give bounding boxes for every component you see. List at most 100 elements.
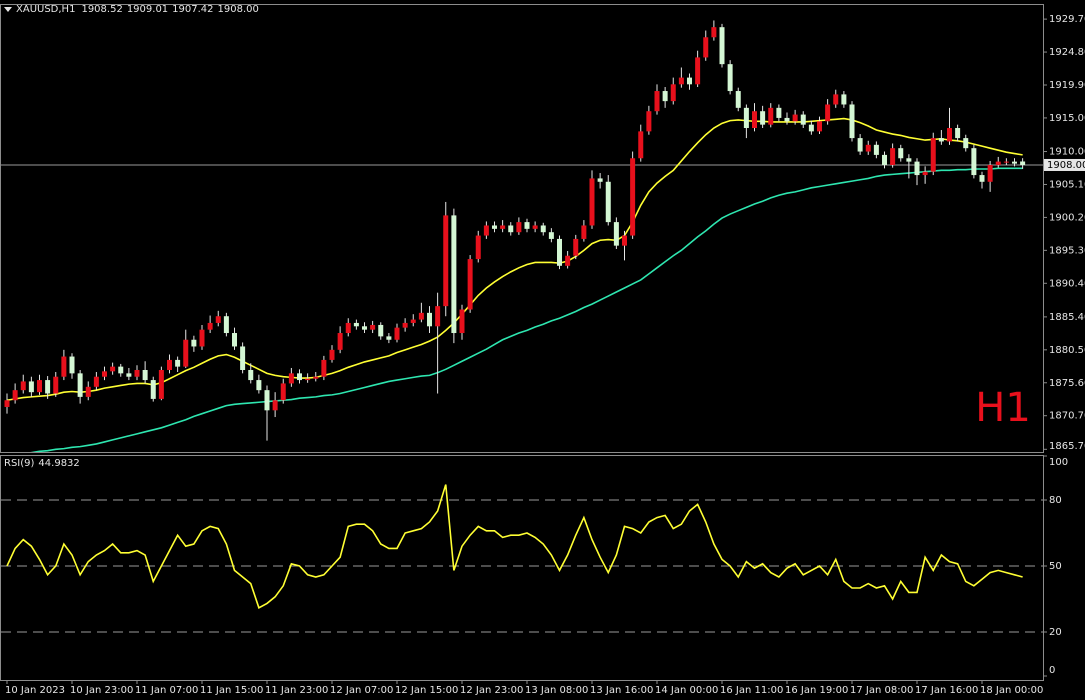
x-tick-label: 12 Jan 23:00 bbox=[460, 685, 523, 696]
candle-body bbox=[45, 380, 51, 394]
y-tick-label: 1915.00 bbox=[1049, 113, 1085, 124]
x-tick-label: 10 Jan 2023 bbox=[5, 685, 65, 696]
candle-body bbox=[459, 309, 465, 334]
current-price-label: 1908.00 bbox=[1047, 160, 1085, 171]
candle-body bbox=[825, 104, 831, 122]
x-tick-label: 11 Jan 15:00 bbox=[200, 685, 263, 696]
y-tick-label: 50 bbox=[1049, 561, 1062, 572]
candle-body bbox=[979, 175, 985, 182]
candle-body bbox=[191, 339, 197, 347]
candle-body bbox=[622, 235, 627, 246]
candle-body bbox=[938, 138, 944, 142]
candle-body bbox=[12, 390, 18, 401]
header-close: 1908.00 bbox=[217, 4, 259, 15]
candle-body bbox=[240, 346, 246, 370]
candle-body bbox=[947, 128, 952, 142]
candle-body bbox=[817, 121, 822, 132]
candle-body bbox=[898, 148, 904, 159]
candle-body bbox=[703, 37, 709, 58]
candle-body bbox=[232, 333, 237, 347]
rsi-pane-frame bbox=[0, 455, 1044, 681]
candle-body bbox=[492, 225, 497, 229]
candle-body bbox=[183, 339, 189, 367]
candle-body bbox=[605, 181, 611, 223]
candle-body bbox=[719, 27, 725, 65]
candle-body bbox=[77, 373, 83, 397]
moving-average-line bbox=[30, 167, 1023, 452]
candle-body bbox=[126, 373, 132, 377]
candle-body bbox=[410, 319, 416, 323]
candle-body bbox=[735, 91, 741, 108]
y-tick-label: 1890.40 bbox=[1049, 278, 1085, 289]
candle-body bbox=[995, 161, 1001, 165]
candle-body bbox=[297, 373, 302, 381]
x-tick-label: 14 Jan 00:00 bbox=[655, 685, 718, 696]
candle-body bbox=[329, 349, 335, 360]
header-high: 1909.01 bbox=[126, 4, 169, 15]
candle-body bbox=[922, 171, 928, 176]
candle-body bbox=[345, 322, 351, 334]
candle-body bbox=[1012, 161, 1017, 164]
candle-body bbox=[760, 111, 766, 125]
x-tick-label: 13 Jan 16:00 bbox=[590, 685, 653, 696]
candle-body bbox=[808, 124, 814, 132]
candle-body bbox=[581, 225, 587, 239]
y-tick-label: 20 bbox=[1049, 627, 1062, 638]
candle-body bbox=[134, 369, 140, 377]
candle-body bbox=[264, 390, 270, 411]
rsi-current-value: 44.9832 bbox=[38, 458, 80, 469]
x-tick-label: 11 Jan 07:00 bbox=[135, 685, 198, 696]
candle-body bbox=[589, 178, 595, 226]
candle-body bbox=[451, 215, 457, 334]
price-pane-frame bbox=[0, 4, 1044, 453]
candle-body bbox=[467, 259, 473, 310]
candle-body bbox=[776, 107, 782, 118]
candle-body bbox=[841, 94, 847, 105]
candle-body bbox=[711, 27, 717, 38]
candle-body bbox=[792, 114, 798, 122]
candle-body bbox=[727, 64, 733, 92]
candle-body bbox=[288, 373, 294, 384]
candle-body bbox=[500, 225, 506, 229]
candle-body bbox=[532, 225, 538, 229]
y-tick-label: 1895.30 bbox=[1049, 245, 1085, 256]
candle-body bbox=[272, 400, 278, 411]
candle-body bbox=[280, 383, 286, 401]
candle-body bbox=[370, 324, 376, 330]
candle-body bbox=[69, 356, 75, 374]
candle-body bbox=[118, 366, 124, 374]
candle-body bbox=[386, 336, 392, 340]
candle-body bbox=[256, 380, 262, 391]
candle-body bbox=[443, 215, 449, 307]
candle-body bbox=[890, 148, 896, 165]
candle-body bbox=[402, 322, 408, 328]
candle-body bbox=[662, 91, 668, 102]
x-tick-label: 12 Jan 15:00 bbox=[395, 685, 458, 696]
candle-body bbox=[483, 225, 489, 236]
candle-body bbox=[199, 329, 205, 347]
candle-body bbox=[800, 114, 806, 125]
candle-body bbox=[670, 84, 676, 102]
candle-body bbox=[508, 225, 514, 233]
rsi-title: RSI(9) bbox=[4, 458, 35, 469]
candle-body bbox=[524, 222, 530, 229]
candle-body bbox=[37, 380, 42, 393]
rsi-header: RSI(9) 44.9832 bbox=[4, 458, 80, 469]
candle-body bbox=[175, 359, 181, 367]
x-tick-label: 11 Jan 23:00 bbox=[265, 685, 328, 696]
candle-body bbox=[337, 333, 343, 350]
candle-body bbox=[53, 376, 59, 394]
candle-body bbox=[654, 91, 660, 112]
y-tick-label: 100 bbox=[1049, 457, 1068, 468]
candle-body bbox=[833, 94, 839, 105]
candle-body bbox=[394, 327, 400, 340]
candle-body bbox=[427, 312, 432, 327]
candle-body bbox=[857, 138, 863, 152]
candle-body bbox=[516, 222, 522, 233]
candle-body bbox=[93, 376, 99, 387]
candle-body bbox=[85, 386, 91, 397]
candle-body bbox=[150, 380, 156, 399]
x-tick-label: 17 Jan 08:00 bbox=[850, 685, 913, 696]
y-tick-label: 1919.90 bbox=[1049, 80, 1085, 91]
x-tick-label: 18 Jan 00:00 bbox=[980, 685, 1043, 696]
